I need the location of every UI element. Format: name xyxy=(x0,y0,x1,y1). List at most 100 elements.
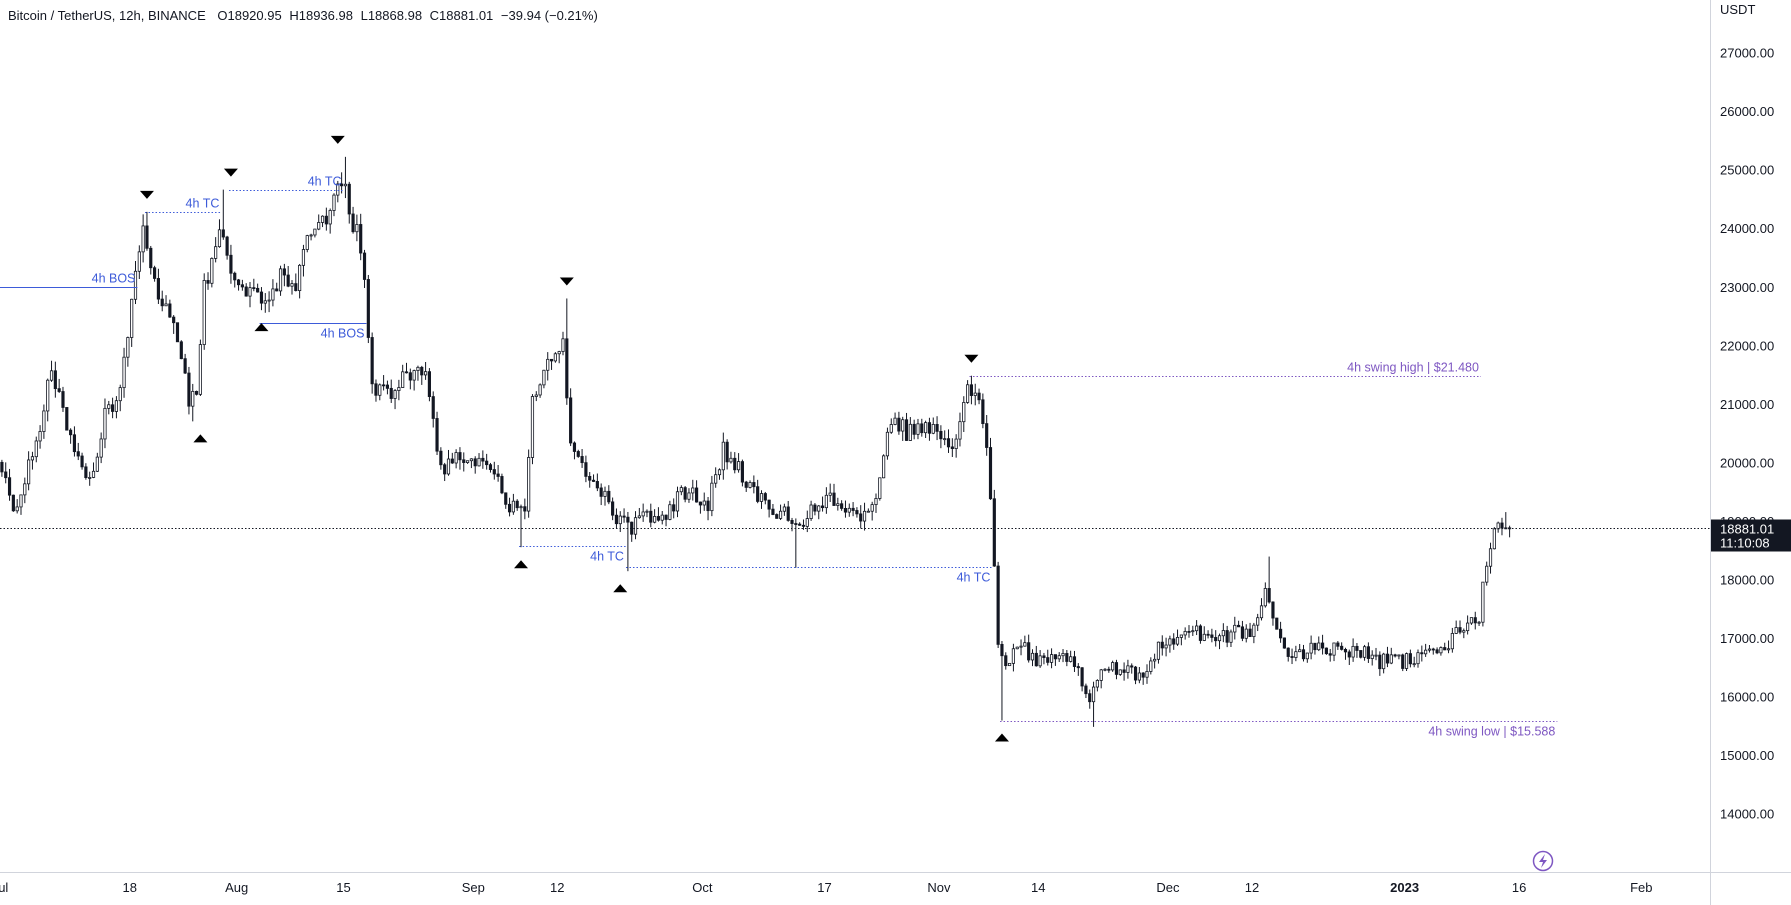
candle xyxy=(317,214,321,231)
candle xyxy=(1324,647,1328,655)
candle xyxy=(324,207,328,231)
candle xyxy=(1424,643,1428,657)
y-tick-label: 23000.00 xyxy=(1720,280,1774,295)
candle xyxy=(611,497,615,521)
candle xyxy=(687,488,691,503)
annotation-line[interactable]: 4h swing high | $21.480 xyxy=(969,361,1481,377)
annotation-line[interactable]: 4h BOS xyxy=(259,323,367,341)
candle xyxy=(798,522,802,526)
candle xyxy=(1359,650,1363,659)
candle xyxy=(469,458,473,469)
candle xyxy=(1427,644,1432,653)
candle xyxy=(1088,689,1092,709)
y-tick-label: 26000.00 xyxy=(1720,104,1774,119)
candle xyxy=(920,418,924,437)
candle xyxy=(351,206,355,234)
candle xyxy=(465,460,470,464)
candle xyxy=(485,453,489,470)
candle xyxy=(706,497,710,521)
candle xyxy=(248,281,252,308)
annotation-line[interactable]: 4h BOS xyxy=(0,272,138,288)
candle xyxy=(446,449,451,476)
candle xyxy=(19,494,23,515)
candle xyxy=(278,265,283,296)
candle xyxy=(1336,641,1340,650)
candle xyxy=(672,498,676,519)
annotation-line[interactable]: 4h TC xyxy=(519,546,626,564)
candle xyxy=(870,501,874,521)
candle xyxy=(305,234,309,253)
candle xyxy=(313,228,317,238)
candle xyxy=(1214,630,1218,647)
y-tick-label: 21000.00 xyxy=(1720,397,1774,412)
candle xyxy=(4,462,8,484)
candle xyxy=(15,499,19,514)
swing-markers-layer xyxy=(139,135,1009,742)
x-tick-label: Oct xyxy=(692,880,713,895)
candle xyxy=(1298,644,1302,653)
swing-low-marker xyxy=(254,323,269,332)
swing-high-marker xyxy=(139,190,154,199)
lightning-icon[interactable] xyxy=(1532,850,1554,872)
candle xyxy=(748,480,752,489)
candle xyxy=(691,479,695,501)
candle xyxy=(424,361,428,380)
candle xyxy=(103,398,107,449)
candle xyxy=(1057,652,1061,663)
candle xyxy=(820,496,825,512)
candle xyxy=(1332,642,1336,662)
candle xyxy=(427,368,431,402)
candle xyxy=(584,455,588,483)
candle xyxy=(1256,613,1260,632)
ohlc-low: L18868.98 xyxy=(360,8,423,23)
candle xyxy=(1046,649,1050,666)
swing-high-marker xyxy=(964,354,979,363)
annotation-line[interactable]: 4h TC xyxy=(145,197,222,213)
candle xyxy=(72,426,77,457)
candle xyxy=(633,511,638,540)
annotation-line[interactable]: 4h swing low | $15.588 xyxy=(1000,721,1558,739)
candle xyxy=(1153,653,1157,669)
candle xyxy=(866,508,870,513)
candle xyxy=(794,518,798,568)
candle xyxy=(374,379,378,402)
candle xyxy=(1069,650,1073,663)
candle xyxy=(111,397,115,419)
candle xyxy=(1145,664,1149,684)
candle xyxy=(1015,646,1019,650)
candle xyxy=(1370,650,1374,666)
candle xyxy=(458,447,462,470)
candle xyxy=(1111,660,1115,672)
candle xyxy=(378,383,382,401)
candle xyxy=(538,383,542,398)
annotation-line[interactable]: 4h TC xyxy=(229,175,344,191)
candle xyxy=(725,439,729,470)
candle xyxy=(931,417,935,435)
candle xyxy=(7,468,12,501)
price-axis[interactable] xyxy=(1711,0,1791,905)
candle xyxy=(790,517,794,532)
candle xyxy=(164,295,168,307)
candle xyxy=(927,417,932,441)
symbol-title[interactable]: Bitcoin / TetherUS, 12h, BINANCE xyxy=(8,8,206,23)
candle xyxy=(1481,581,1485,627)
candle xyxy=(206,272,210,290)
candle xyxy=(695,480,699,503)
candle xyxy=(1133,665,1138,685)
candle xyxy=(946,429,951,453)
candle xyxy=(591,474,596,483)
candle xyxy=(1042,652,1046,665)
candle xyxy=(1275,617,1279,630)
candle xyxy=(160,290,164,312)
candle xyxy=(221,189,225,240)
annotation-line[interactable]: 4h TC xyxy=(625,567,993,585)
candle xyxy=(1240,620,1245,642)
candle xyxy=(1454,620,1458,635)
candle xyxy=(1393,653,1397,658)
candle xyxy=(30,451,35,470)
candle xyxy=(943,430,947,446)
candle xyxy=(1443,642,1447,651)
candle xyxy=(431,391,435,428)
swing-low-marker xyxy=(514,560,529,569)
